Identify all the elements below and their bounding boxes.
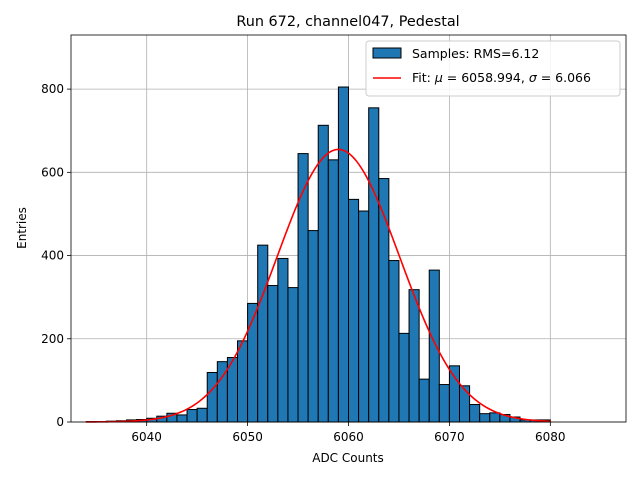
histogram-bar — [489, 412, 501, 423]
histogram-bar — [448, 365, 460, 423]
x-tick-label: 6080 — [535, 430, 566, 444]
x-tick-label: 6040 — [131, 430, 162, 444]
y-axis-ticks: 0 200 400 600 800 — [41, 82, 71, 429]
legend-fit-sigma-value: = 6.066 — [537, 70, 591, 85]
histogram-bar — [388, 260, 400, 423]
y-tick-label: 0 — [56, 415, 64, 429]
x-tick-label: 6060 — [333, 430, 364, 444]
histogram-bar — [267, 285, 279, 423]
x-tick-label: 6050 — [232, 430, 263, 444]
histogram-bar — [186, 409, 198, 423]
histogram-bars — [85, 86, 551, 423]
histogram-bar — [418, 378, 430, 423]
histogram-bar — [237, 340, 249, 423]
histogram-bar — [348, 198, 360, 423]
histogram-bar — [358, 210, 370, 423]
legend-fit-mu-symbol: μ — [434, 70, 443, 85]
y-tick-label: 200 — [41, 332, 64, 346]
chart-title: Run 672, channel047, Pedestal — [236, 14, 459, 30]
x-axis-label: ADC Counts — [312, 451, 384, 465]
gaussian-fit-line — [86, 148, 551, 423]
histogram-bar — [479, 413, 491, 423]
legend: Samples: RMS=6.12 Fit: μ = 6058.994, σ =… — [365, 40, 621, 97]
histogram-bar — [327, 159, 339, 423]
y-tick-label: 400 — [41, 249, 64, 263]
histogram-bar — [408, 289, 420, 423]
y-tick-label: 600 — [41, 165, 64, 179]
histogram-bar — [287, 287, 299, 423]
histogram-bar — [297, 153, 309, 423]
legend-fit-sigma-symbol: σ — [529, 70, 538, 85]
histogram-bar — [196, 407, 208, 423]
y-tick-label: 800 — [41, 82, 64, 96]
histogram-bar — [428, 269, 440, 423]
legend-fit-prefix: Fit: — [412, 70, 435, 85]
histogram-bar — [438, 384, 450, 423]
histogram-bar — [459, 385, 471, 423]
x-tick-label: 6070 — [434, 430, 465, 444]
histogram-bar — [469, 404, 481, 423]
histogram-bar — [398, 332, 410, 423]
histogram-bar — [337, 86, 349, 423]
histogram-bar — [307, 230, 319, 423]
histogram-bar — [176, 414, 188, 423]
legend-samples-swatch — [372, 47, 402, 59]
histogram-bar — [277, 257, 289, 423]
legend-samples-label: Samples: RMS=6.12 — [412, 46, 539, 61]
legend-fit-label: Fit: μ = 6058.994, σ = 6.066 — [412, 70, 591, 85]
histogram-bar — [317, 124, 329, 423]
y-axis-label: Entries — [15, 207, 29, 249]
histogram-bar — [206, 371, 218, 423]
x-axis-ticks: 6040 6050 6060 6070 6080 — [131, 422, 566, 444]
legend-box — [365, 40, 621, 97]
legend-fit-mu-value: = 6058.994, — [443, 70, 529, 85]
histogram-bar — [257, 244, 269, 423]
histogram-bar — [368, 107, 380, 423]
